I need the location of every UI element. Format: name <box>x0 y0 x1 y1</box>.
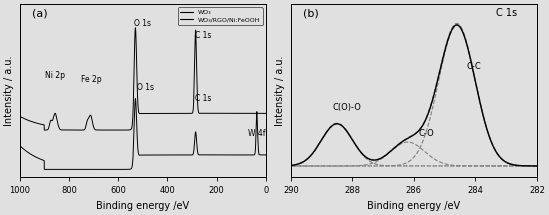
Text: Fe 2p: Fe 2p <box>81 75 102 84</box>
Text: O 1s: O 1s <box>137 83 154 92</box>
Text: C 1s: C 1s <box>496 8 517 18</box>
X-axis label: Binding energy /eV: Binding energy /eV <box>96 201 189 211</box>
Legend: WO₃, WO₃/RGO/Ni:FeOOH: WO₃, WO₃/RGO/Ni:FeOOH <box>178 7 262 25</box>
X-axis label: Binding energy /eV: Binding energy /eV <box>367 201 461 211</box>
Text: C-C: C-C <box>467 62 481 71</box>
Text: W 4f: W 4f <box>248 129 266 138</box>
Text: Ni 2p: Ni 2p <box>45 71 65 80</box>
Text: (a): (a) <box>32 8 48 18</box>
Text: (b): (b) <box>303 8 319 18</box>
Text: C-O: C-O <box>418 129 434 138</box>
Y-axis label: Intensity / a.u.: Intensity / a.u. <box>275 55 285 126</box>
Text: O 1s: O 1s <box>135 19 151 28</box>
Text: C 1s: C 1s <box>195 94 211 103</box>
Y-axis label: Intensity / a.u.: Intensity / a.u. <box>4 55 14 126</box>
Text: C 1s: C 1s <box>195 31 211 40</box>
Text: C(O)-O: C(O)-O <box>332 103 361 112</box>
